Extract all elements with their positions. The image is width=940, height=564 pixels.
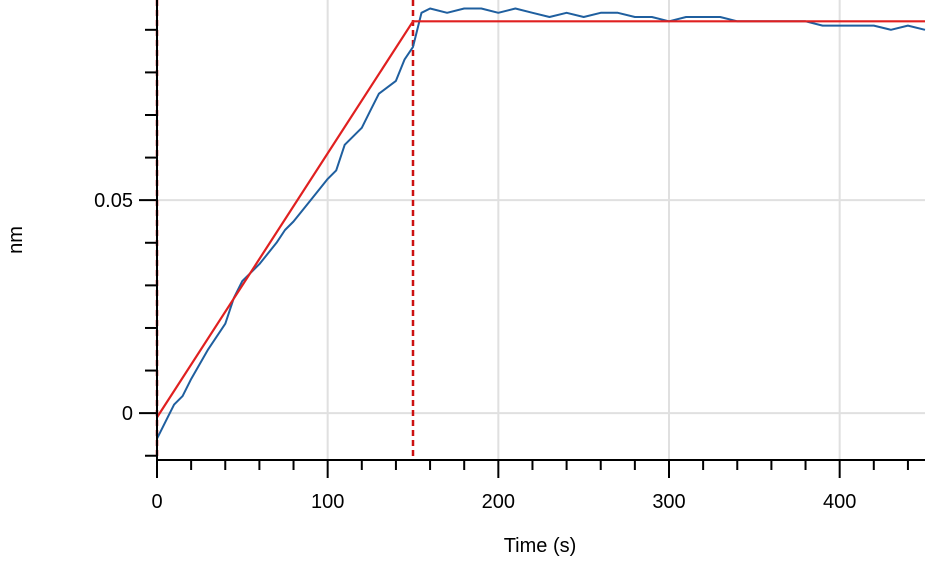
grid-layer	[157, 0, 925, 460]
x-axis-label: Time (s)	[504, 535, 577, 557]
series-layer	[156, 7, 926, 440]
y-tick-label: 0	[122, 403, 133, 425]
y-axis-label: nm	[5, 226, 27, 254]
y-tick-label: 0.05	[94, 190, 133, 212]
x-tick-label: 400	[823, 491, 856, 513]
x-tick-label: 100	[311, 491, 344, 513]
measured-series-line	[156, 7, 926, 440]
axis-layer	[139, 0, 925, 478]
tick-label-layer: 0 100 200 300 400 0 0.05	[94, 190, 856, 513]
x-tick-label: 0	[151, 491, 162, 513]
x-tick-label: 200	[482, 491, 515, 513]
fit-series-line	[156, 20, 925, 418]
x-tick-label: 300	[652, 491, 685, 513]
